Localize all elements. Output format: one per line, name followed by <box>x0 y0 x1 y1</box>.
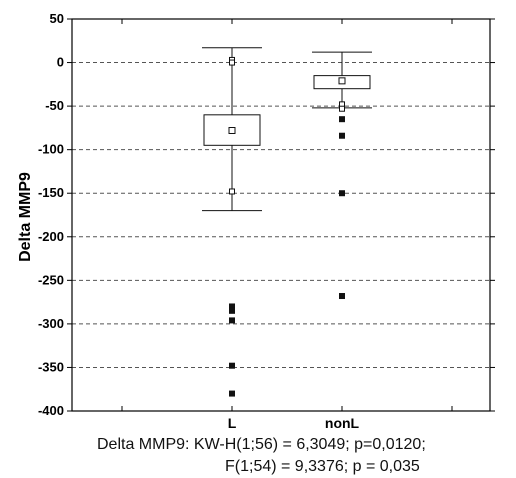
outlier-point <box>229 390 235 397</box>
open-point <box>339 105 345 112</box>
outlier-point <box>229 362 235 369</box>
y-tick-label: -400 <box>38 403 64 418</box>
open-point <box>229 188 235 195</box>
outlier-point <box>339 293 345 300</box>
stats-annotation-line-2: F(1;54) = 9,3376; p = 0,035 <box>225 458 420 475</box>
outlier-point <box>229 307 235 314</box>
box-series <box>202 47 372 397</box>
median-marker <box>338 77 346 85</box>
stats-annotation-line-1: Delta MMP9: KW-H(1;56) = 6,3049; p=0,012… <box>97 436 426 453</box>
y-tick-label: -350 <box>38 359 64 374</box>
grid-lines <box>72 62 490 368</box>
axes: 50 0 -50 -100 -150 -200 -250 -300 -350 -400 L nonL <box>38 11 495 431</box>
open-point <box>229 59 235 66</box>
y-tick-label: -50 <box>45 98 64 113</box>
y-tick-label: -150 <box>38 185 64 200</box>
x-category-label: L <box>228 415 237 431</box>
box-nonL <box>312 51 372 300</box>
outlier-point <box>339 116 345 123</box>
outlier-point <box>229 317 235 324</box>
y-tick-label: -100 <box>38 142 64 157</box>
y-tick-label: -300 <box>38 316 64 331</box>
y-axis-label: Delta MMP9 <box>17 172 34 262</box>
y-tick-label: -200 <box>38 229 64 244</box>
median-marker <box>228 127 236 135</box>
outlier-point <box>339 190 345 197</box>
y-tick-label: -250 <box>38 272 64 287</box>
outlier-point <box>339 132 345 139</box>
y-tick-label: 0 <box>57 55 64 70</box>
x-category-label: nonL <box>325 415 360 431</box>
outlier-point <box>229 303 235 310</box>
box-L <box>202 47 262 397</box>
y-tick-label: 50 <box>50 11 64 26</box>
plot-frame <box>71 18 491 412</box>
